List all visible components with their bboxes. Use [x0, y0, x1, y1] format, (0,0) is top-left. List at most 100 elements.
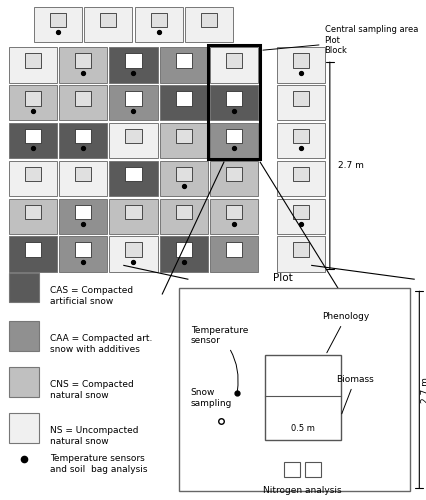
Bar — [226, 242, 242, 257]
Text: Temperature sensors
and soil  bag analysis: Temperature sensors and soil bag analysi… — [50, 454, 147, 474]
Bar — [176, 54, 192, 68]
Bar — [292, 167, 308, 181]
Bar — [159, 236, 207, 272]
Bar — [109, 236, 157, 272]
Bar — [100, 13, 116, 27]
Bar — [9, 161, 57, 196]
Bar — [159, 85, 207, 120]
Bar — [179, 288, 409, 491]
Bar — [264, 355, 340, 440]
Bar — [176, 204, 192, 219]
Bar — [176, 242, 192, 257]
Text: Phenology: Phenology — [322, 312, 368, 352]
Bar — [9, 367, 39, 396]
Bar — [159, 198, 207, 234]
Text: Snow
sampling: Snow sampling — [190, 388, 232, 407]
Bar — [292, 242, 308, 257]
Text: Plot: Plot — [273, 272, 292, 282]
Bar — [59, 236, 107, 272]
Bar — [292, 92, 308, 106]
Bar — [59, 198, 107, 234]
Bar — [276, 85, 324, 120]
Bar — [109, 123, 157, 158]
Bar — [226, 129, 242, 144]
Bar — [292, 204, 308, 219]
Bar — [109, 85, 157, 120]
Bar — [125, 242, 141, 257]
Bar — [201, 13, 217, 27]
Bar — [9, 236, 57, 272]
Bar — [210, 198, 258, 234]
Bar — [125, 129, 141, 144]
Bar — [25, 54, 41, 68]
Bar — [226, 92, 242, 106]
Text: 3.4 m: 3.4 m — [287, 305, 313, 314]
Bar — [50, 13, 66, 27]
Bar — [75, 242, 91, 257]
Text: Central sampling area
Plot
Block: Central sampling area Plot Block — [262, 25, 417, 55]
Bar — [283, 462, 299, 476]
Bar — [9, 321, 39, 350]
Bar — [59, 48, 107, 82]
Bar — [226, 167, 242, 181]
Bar — [125, 167, 141, 181]
Bar — [210, 123, 258, 158]
Text: CAA = Compacted art.
snow with additives: CAA = Compacted art. snow with additives — [50, 334, 152, 354]
Bar — [276, 198, 324, 234]
Bar — [9, 198, 57, 234]
Bar — [305, 462, 320, 476]
Bar — [59, 85, 107, 120]
Bar — [75, 54, 91, 68]
Bar — [125, 204, 141, 219]
Bar — [75, 92, 91, 106]
Bar — [59, 123, 107, 158]
Text: CAS = Compacted
artificial snow: CAS = Compacted artificial snow — [50, 286, 133, 306]
Bar — [176, 129, 192, 144]
Bar — [276, 236, 324, 272]
Text: CNS = Compacted
natural snow: CNS = Compacted natural snow — [50, 380, 133, 400]
Bar — [9, 48, 57, 82]
Text: NS = Uncompacted
natural snow: NS = Uncompacted natural snow — [50, 426, 138, 446]
Bar — [109, 48, 157, 82]
Bar — [159, 161, 207, 196]
Text: Biomass: Biomass — [335, 375, 373, 414]
Bar — [226, 54, 242, 68]
Bar — [9, 413, 39, 442]
Bar — [276, 123, 324, 158]
Bar — [25, 129, 41, 144]
Bar — [75, 129, 91, 144]
Bar — [210, 161, 258, 196]
Bar — [34, 7, 82, 42]
Bar — [208, 45, 259, 160]
Bar — [75, 167, 91, 181]
Bar — [176, 167, 192, 181]
Bar — [25, 92, 41, 106]
Bar — [59, 161, 107, 196]
Bar — [9, 272, 39, 302]
Bar — [25, 204, 41, 219]
Bar — [125, 54, 141, 68]
Bar — [9, 123, 57, 158]
Bar — [276, 161, 324, 196]
Bar — [134, 7, 182, 42]
Bar — [292, 54, 308, 68]
Bar — [210, 236, 258, 272]
Text: 0.5 m: 0.5 m — [290, 424, 314, 434]
Bar — [226, 204, 242, 219]
Bar — [109, 161, 157, 196]
Bar — [109, 198, 157, 234]
Bar — [159, 48, 207, 82]
Bar — [25, 167, 41, 181]
Bar — [184, 7, 233, 42]
Text: 2.7 m: 2.7 m — [420, 376, 426, 402]
Bar — [25, 242, 41, 257]
Bar — [276, 48, 324, 82]
Text: Nitrogen analysis: Nitrogen analysis — [263, 486, 341, 495]
Bar — [75, 204, 91, 219]
Bar — [150, 13, 167, 27]
Bar — [210, 85, 258, 120]
Text: Temperature
sensor: Temperature sensor — [190, 326, 248, 390]
Bar — [210, 48, 258, 82]
Bar — [292, 129, 308, 144]
Bar — [176, 92, 192, 106]
